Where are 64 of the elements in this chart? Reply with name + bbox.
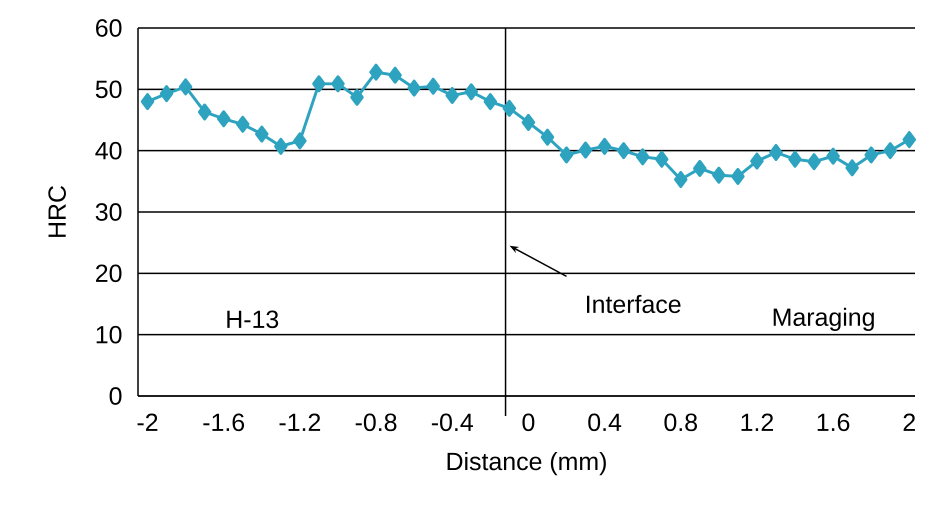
point	[654, 150, 668, 168]
point	[293, 132, 307, 150]
annotation: Interface	[586, 294, 681, 314]
y-axis-title: HRC	[48, 186, 66, 237]
point	[884, 142, 897, 160]
x-tick-label: 2	[904, 414, 915, 431]
point	[369, 64, 383, 81]
point	[845, 159, 859, 176]
point	[426, 78, 440, 95]
point	[407, 80, 421, 97]
point	[160, 85, 174, 102]
x-tick-label: -0.4	[432, 414, 473, 432]
point	[331, 75, 345, 92]
point	[731, 168, 745, 185]
point	[616, 142, 630, 160]
point	[750, 152, 764, 170]
y-tick-label: 0	[110, 387, 122, 405]
point	[540, 128, 554, 146]
point	[693, 160, 707, 177]
y-tick-label: 20	[96, 264, 122, 282]
point	[674, 170, 688, 188]
x-tick-label: -0.8	[356, 414, 396, 432]
point	[788, 150, 802, 168]
point	[388, 66, 402, 84]
x-tick-label: 1.2	[742, 414, 773, 431]
point	[578, 142, 592, 159]
x-tick-label: 1.6	[818, 414, 850, 432]
point	[464, 83, 478, 100]
point	[502, 100, 516, 117]
y-tick-label: 60	[96, 19, 122, 37]
point	[216, 110, 230, 128]
point	[636, 148, 650, 166]
point	[807, 153, 821, 170]
y-tick-label: 40	[95, 142, 122, 160]
point	[255, 126, 269, 143]
point	[236, 116, 250, 133]
point	[140, 93, 154, 110]
point	[598, 138, 612, 155]
annotation: H-13	[227, 310, 278, 328]
point	[560, 146, 574, 164]
y-tick-label: 10	[96, 326, 122, 344]
x-tick-label: -2	[138, 414, 158, 431]
point	[312, 75, 326, 92]
x-tick-label: -1.6	[203, 414, 244, 432]
x-tick-label: 0	[522, 414, 534, 432]
x-axis-title: Distance (mm)	[448, 452, 606, 476]
point	[826, 148, 840, 165]
y-tick-label: 50	[96, 80, 122, 98]
point	[902, 131, 916, 148]
annotation: Maraging	[774, 308, 874, 331]
point	[864, 146, 878, 164]
point	[178, 78, 192, 96]
point	[274, 138, 288, 155]
point	[445, 86, 459, 104]
y-tick-label: 30	[96, 203, 122, 221]
point	[350, 88, 364, 106]
x-tick-label: 0.8	[664, 414, 697, 432]
point	[522, 114, 536, 131]
point	[712, 166, 726, 184]
point	[484, 93, 498, 110]
x-tick-label: 0.4	[588, 414, 622, 432]
x-tick-label: -1.2	[280, 414, 320, 431]
point	[198, 104, 212, 121]
point	[769, 144, 783, 161]
